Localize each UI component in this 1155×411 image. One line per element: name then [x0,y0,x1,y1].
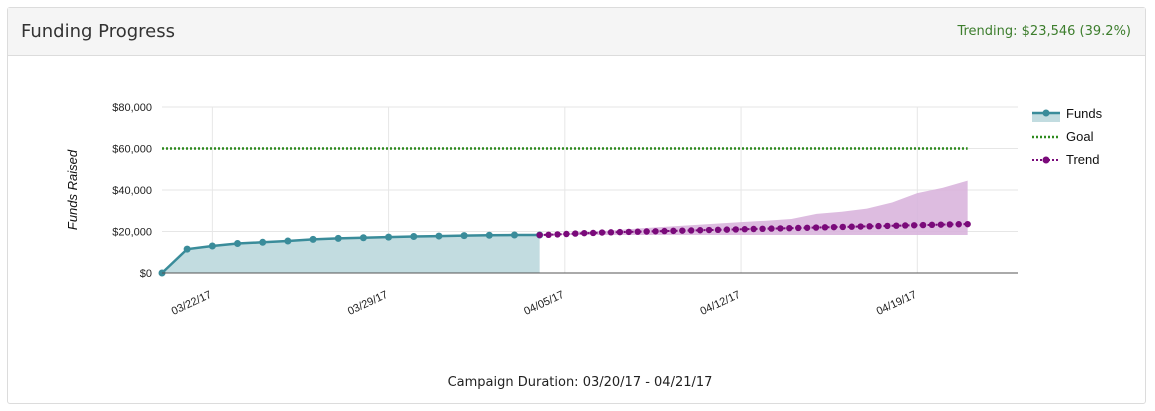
trend-point [803,224,811,231]
trend-point [670,227,677,235]
trend-point [723,226,731,233]
trend-point [821,224,829,231]
funds-area [162,235,540,273]
legend-trend-swatch-point [1042,156,1050,164]
trend-point [572,230,579,237]
trend-point [848,223,855,230]
trend-point [652,228,659,235]
legend-funds-label: Funds [1066,106,1103,121]
x-tick-label: 04/19/17 [875,289,919,318]
y-tick-label: $40,000 [112,185,152,197]
trend-point [866,223,873,230]
funds-point [234,240,242,248]
trend-point [554,231,561,238]
trend-point [893,222,900,229]
trend-point [679,227,686,234]
trend-band [539,180,968,236]
trend-point [902,222,909,229]
trend-point [812,224,820,231]
trend-point [634,228,641,235]
legend-goal-label: Goal [1066,129,1094,144]
funds-point [410,232,418,240]
trend-point [741,226,748,233]
panel-header: Funding Progress Trending: $23,546 (39.2… [8,8,1145,56]
trend-point [919,221,927,229]
trend-point [786,224,793,232]
trend-point [616,228,624,236]
trend-point [563,230,570,238]
trend-point [884,222,891,230]
trend-point [581,229,588,237]
trend-point [839,223,847,231]
y-tick-label: $80,000 [112,102,152,114]
y-axis-label: Funds Raised [65,149,80,230]
x-tick-label: 03/29/17 [346,289,390,318]
trend-point [750,225,757,233]
trend-point [536,231,543,239]
x-axis-label: Campaign Duration: 03/20/17 - 04/21/17 [448,375,713,390]
trend-point [928,221,936,229]
trend-point [964,220,971,228]
trend-point [643,228,650,235]
chart-legend: Funds Goal Trend [1032,106,1103,167]
trend-point [937,221,945,228]
funds-point [485,231,493,239]
legend-funds-swatch-area [1032,113,1060,122]
x-tick-label: 03/22/17 [170,289,214,318]
trend-point [625,228,633,236]
funds-point [385,233,393,241]
funds-point [259,238,267,246]
trend-point [714,226,722,234]
trend-point [589,229,597,237]
trend-point [607,229,615,236]
funds-point [435,232,443,240]
x-tick-label: 04/12/17 [698,289,742,318]
trend-point [777,225,784,232]
y-tick-label: $60,000 [112,144,152,156]
funds-point [510,231,518,239]
trend-point [857,223,864,230]
funds-point [208,242,216,250]
x-tick-label: 04/05/17 [522,289,566,318]
trend-point [875,222,882,230]
funds-area-layer [162,235,540,273]
y-tick-label: $20,000 [112,227,152,239]
legend-funds-swatch-point [1042,109,1050,117]
trend-point [830,223,838,231]
y-tick-label: $0 [140,268,152,280]
panel-title: Funding Progress [21,21,175,42]
trend-point [732,226,740,233]
trend-point [688,227,695,234]
trend-point [545,231,552,239]
trend-point [705,226,713,234]
trend-band-layer [539,180,968,236]
trend-point [910,222,918,229]
trend-point [598,229,606,236]
trend-point [759,225,766,233]
trend-point [768,225,775,232]
trend-layer [536,220,971,239]
funds-point [460,232,468,240]
legend-trend-label: Trend [1066,152,1099,167]
funds-point [183,245,191,253]
trend-point [661,227,668,235]
trend-point [696,227,704,234]
trend-point [955,221,962,228]
funds-point [334,234,342,242]
funds-point [284,237,292,245]
trend-point [946,221,954,228]
funds-point [359,234,367,242]
trend-point [795,224,802,232]
funds-line [161,233,540,274]
trending-summary: Trending: $23,546 (39.2%) [957,24,1131,39]
funds-point [309,235,317,243]
